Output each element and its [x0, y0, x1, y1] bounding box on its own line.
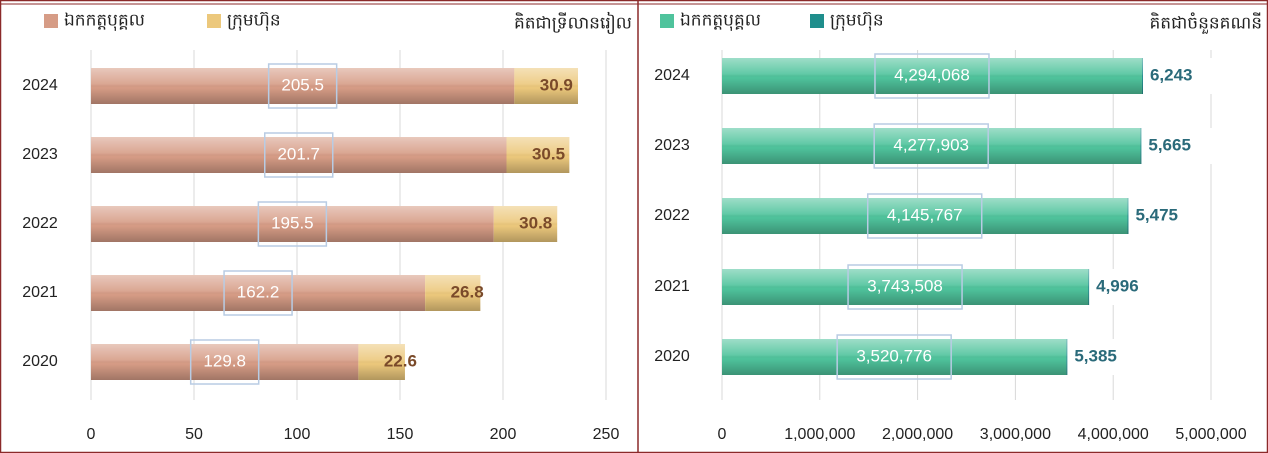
bar-shine [358, 344, 405, 380]
label-box [267, 63, 338, 109]
label-box [264, 132, 334, 178]
value-label: 4,145,767 [887, 205, 963, 224]
y-tick-label: 2021 [654, 278, 690, 295]
value-label: 4,277,903 [893, 135, 969, 154]
x-tick-label: 2,000,000 [882, 426, 953, 443]
label-bg [1133, 198, 1200, 234]
label-box [866, 193, 983, 239]
label-box [836, 334, 952, 380]
legend-swatch [660, 14, 674, 28]
bar-shine [1141, 58, 1143, 94]
bar-shine [506, 137, 570, 173]
y-tick-label: 2023 [22, 146, 58, 163]
bar-shine [1140, 128, 1142, 164]
legend-label: ក្រុមហ៊ុន [227, 10, 281, 31]
value-label: 30.5 [532, 144, 565, 163]
label-bg [1146, 128, 1213, 164]
x-tick-label: 0 [718, 426, 727, 443]
bar-shine [493, 206, 558, 242]
bar-shine [1066, 339, 1068, 375]
value-label: 205.5 [281, 75, 324, 94]
value-label: 30.8 [519, 213, 552, 232]
x-tick-label: 5,000,000 [1175, 426, 1246, 443]
legend-label: ក្រុមហ៊ុន [830, 10, 884, 31]
bar-shine [514, 68, 578, 104]
legend-label: ឯកកត្តបុគ្គល [64, 10, 145, 31]
label-box [257, 201, 328, 247]
bar-shine [91, 68, 515, 104]
bar-shine [91, 206, 494, 242]
value-label: 5,475 [1135, 205, 1178, 224]
x-tick-label: 200 [490, 426, 517, 443]
subtitle: គិតជាចំនួនគណនី [1150, 11, 1262, 34]
bar-shine [722, 128, 1141, 164]
bar-shine [91, 344, 359, 380]
value-label: 195.5 [271, 213, 314, 232]
value-label: 6,243 [1150, 65, 1193, 84]
x-tick-label: 1,000,000 [784, 426, 855, 443]
bar-shine [425, 275, 481, 311]
label-box [223, 270, 293, 316]
value-label: 30.9 [540, 75, 573, 94]
x-tick-label: 50 [185, 426, 203, 443]
subtitle: គិតជាទ្រីលានរៀល [514, 11, 632, 34]
value-label: 26.8 [451, 282, 484, 301]
x-tick-label: 3,000,000 [980, 426, 1051, 443]
value-label: 162.2 [237, 282, 280, 301]
label-bg [1147, 58, 1214, 94]
value-label: 3,520,776 [856, 346, 932, 365]
y-tick-label: 2022 [22, 215, 58, 232]
bar-shine [1088, 269, 1090, 305]
bar-shine [722, 58, 1142, 94]
y-tick-label: 2024 [654, 67, 690, 84]
value-label: 4,294,068 [894, 65, 970, 84]
bar-shine [722, 198, 1128, 234]
value-label: 5,385 [1074, 346, 1117, 365]
bar-shine [722, 269, 1089, 305]
y-tick-label: 2021 [22, 284, 58, 301]
x-tick-label: 0 [87, 426, 96, 443]
legend-swatch [44, 14, 58, 28]
value-label: 3,743,508 [867, 276, 943, 295]
legend-swatch [207, 14, 221, 28]
bar-shine [91, 137, 507, 173]
y-tick-label: 2022 [654, 207, 690, 224]
y-tick-label: 2023 [654, 137, 690, 154]
value-label: 129.8 [203, 351, 246, 370]
legend-swatch [810, 14, 824, 28]
value-label: 4,996 [1096, 276, 1139, 295]
value-label: 5,665 [1148, 135, 1191, 154]
y-tick-label: 2020 [654, 348, 690, 365]
label-bg [1094, 269, 1161, 305]
label-box [874, 53, 990, 99]
x-tick-label: 150 [387, 426, 414, 443]
label-box [847, 264, 963, 310]
bar-shine [722, 339, 1067, 375]
x-tick-label: 4,000,000 [1078, 426, 1149, 443]
x-tick-label: 100 [284, 426, 311, 443]
value-label: 22.6 [384, 351, 417, 370]
legend-label: ឯកកត្តបុគ្គល [680, 10, 761, 31]
label-bg [1072, 339, 1139, 375]
bar-shine [1127, 198, 1129, 234]
label-box [189, 339, 260, 385]
y-tick-label: 2024 [22, 77, 58, 94]
y-tick-label: 2020 [22, 353, 58, 370]
bar-shine [91, 275, 426, 311]
value-label: 201.7 [277, 144, 320, 163]
x-tick-label: 250 [593, 426, 620, 443]
label-box [873, 123, 989, 169]
